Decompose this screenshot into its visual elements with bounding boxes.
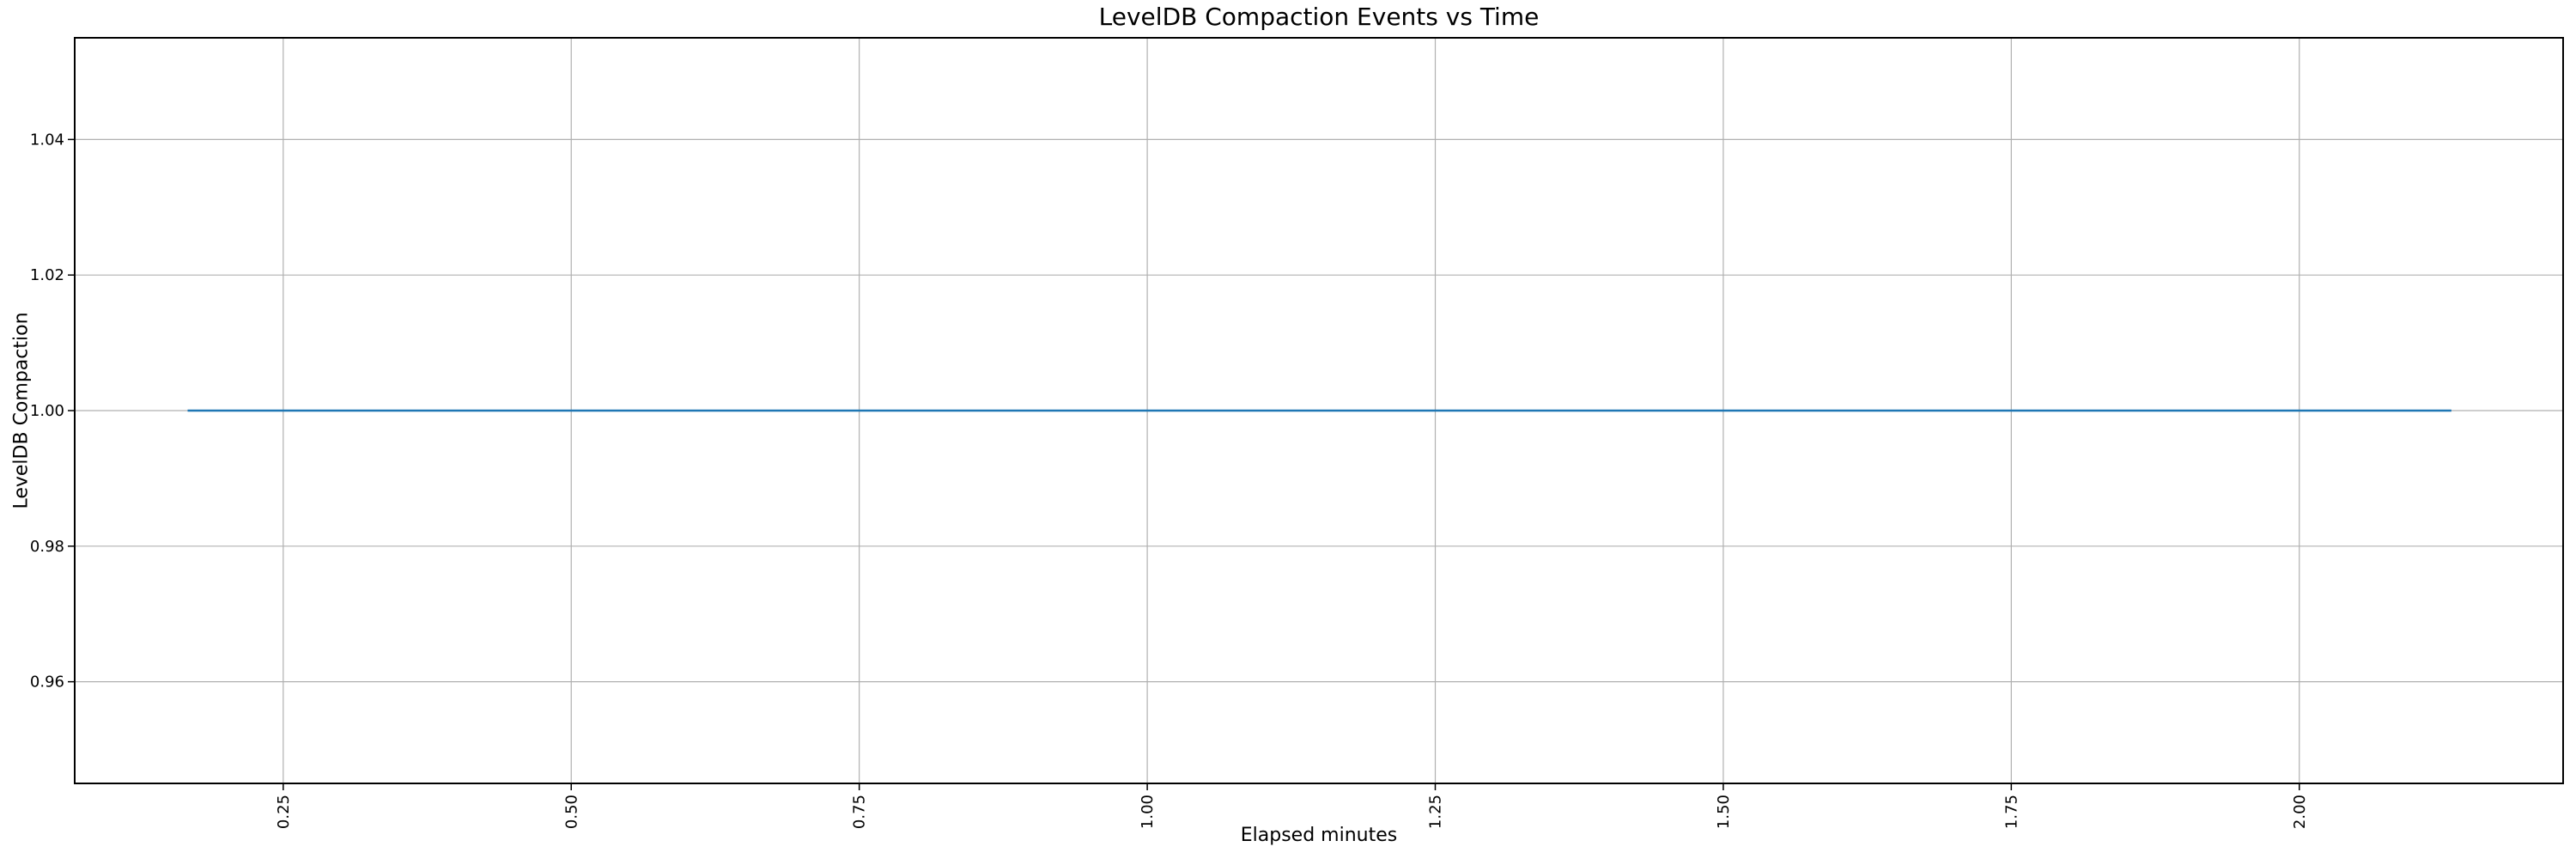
x-tick-label: 1.25 [1427,795,1445,829]
y-tick-label: 0.96 [30,673,64,691]
x-tick-label: 0.75 [851,795,869,829]
y-axis-label: LevelDB Compaction [10,312,33,509]
x-tick-label: 1.00 [1139,795,1157,829]
x-axis-label: Elapsed minutes [1240,825,1398,846]
y-tick-label: 1.00 [30,402,64,420]
y-tick-label: 1.04 [30,131,64,149]
y-tick-label: 0.98 [30,538,64,556]
x-tick-label: 1.50 [1715,795,1733,829]
x-tick-label: 1.75 [2002,795,2020,829]
x-tick-label: 2.00 [2291,795,2309,829]
chart-title: LevelDB Compaction Events vs Time [1098,3,1540,31]
x-tick-label: 0.50 [562,795,580,829]
x-tick-label: 0.25 [275,795,293,829]
y-tick-label: 1.02 [30,266,64,284]
